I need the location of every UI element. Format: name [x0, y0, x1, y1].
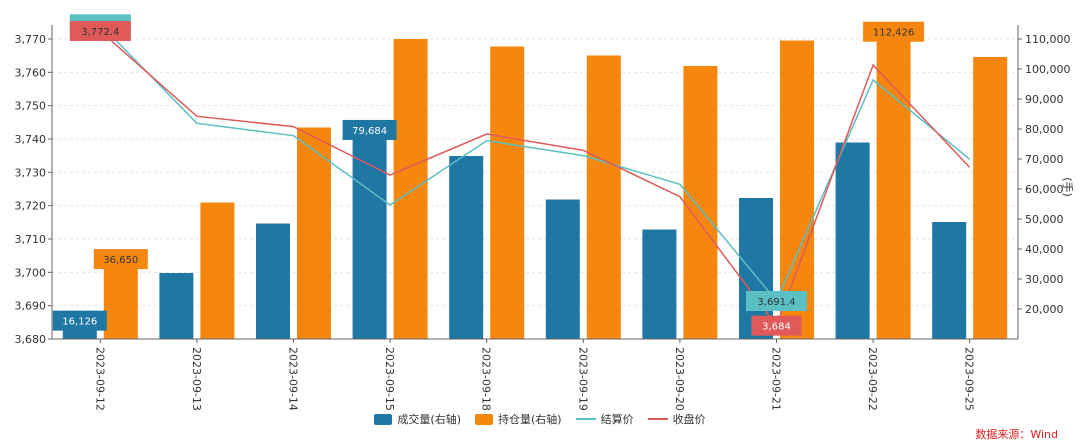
data-label: 3,684 — [762, 322, 791, 333]
volume-bar — [835, 142, 870, 339]
legend-item-open-interest[interactable]: 持仓量(右轴) — [475, 411, 562, 427]
legend-label-volume: 成交量(右轴) — [397, 413, 461, 426]
data-label: 112,426 — [873, 28, 914, 39]
open-interest-bar — [876, 31, 911, 340]
volume-bar — [739, 198, 773, 339]
legend-swatch-settlement — [575, 418, 596, 420]
open-interest-bar — [103, 259, 138, 339]
data-label: 16,126 — [62, 317, 97, 328]
open-interest-bar — [200, 202, 235, 339]
data-label-box — [69, 21, 131, 41]
legend-swatch-open-interest — [475, 413, 493, 425]
gridlines — [52, 38, 1018, 340]
x-tick-label: 2023-09-14 — [287, 347, 300, 410]
x-tick-label: 2023-09-19 — [576, 347, 589, 410]
y-right-tick-label: 110,000 — [1025, 33, 1071, 46]
volume-bar — [449, 156, 484, 339]
y-left-tick-label: 3,730 — [15, 166, 47, 179]
data-label-box — [93, 249, 148, 270]
y-right-tick-label: 90,000 — [1025, 93, 1064, 106]
y-left-tick-label: 3,760 — [15, 66, 47, 79]
volume-bar — [642, 229, 677, 339]
x-tick-label: 2023-09-15 — [383, 347, 396, 410]
legend-label-open-interest: 持仓量(右轴) — [498, 413, 562, 426]
data-label-box — [52, 310, 107, 331]
x-tick-label: 2023-09-21 — [770, 347, 783, 410]
data-label: 36,650 — [103, 255, 138, 266]
data-label-box — [751, 315, 802, 336]
volume-bar — [545, 199, 580, 339]
legend-item-settlement[interactable]: 结算价 — [575, 411, 634, 427]
y-right-tick-label: 30,000 — [1025, 273, 1064, 286]
chart-canvas: 3,680 3,690 3,700 3,710 3,720 3,730 3,740 3,750… — [15, 14, 1075, 410]
close-price-line — [99, 30, 971, 328]
data-labels-group: 16,12679,68436,650112,4263,774.43,691.43… — [52, 14, 925, 336]
data-source-note: 数据来源：Wind — [975, 428, 1058, 441]
open-interest-bar — [393, 39, 428, 339]
y-right-tick-label: 70,000 — [1025, 153, 1064, 166]
data-label-box — [342, 119, 397, 140]
y-right-tick-label: 20,000 — [1025, 303, 1064, 316]
open-interest-bar — [780, 40, 814, 339]
legend: 成交量(右轴) 持仓量(右轴) 结算价 收盘价 — [0, 411, 1080, 427]
x-tick-label: 2023-09-20 — [673, 347, 686, 410]
y-left-tick-label: 3,770 — [15, 33, 47, 46]
y-left-tick-label: 3,720 — [15, 200, 47, 213]
y-right-tick-label: 60,000 — [1025, 183, 1064, 196]
volume-bar — [932, 222, 967, 339]
legend-item-close[interactable]: 收盘价 — [647, 411, 706, 427]
y-right-axis-label: (手) — [1061, 177, 1075, 197]
data-label: 79,684 — [352, 126, 387, 137]
y-right-tick-label: 40,000 — [1025, 243, 1064, 256]
data-label-box — [746, 291, 807, 311]
y-left-tick-label: 3,710 — [15, 233, 47, 246]
y-left-tick-label: 3,750 — [15, 100, 47, 113]
x-tick-label: 2023-09-25 — [963, 347, 976, 410]
bars-group — [62, 31, 1008, 340]
open-interest-bar — [683, 66, 718, 339]
settlement-price-line — [99, 23, 971, 303]
open-interest-bar — [586, 55, 621, 339]
y-right-tick-label: 80,000 — [1025, 123, 1064, 136]
y-left-tick-label: 3,680 — [15, 333, 47, 346]
x-tick-label: 2023-09-18 — [480, 347, 493, 410]
legend-label-close: 收盘价 — [672, 413, 706, 426]
data-label: 3,691.4 — [757, 297, 795, 308]
axes-group: 3,680 3,690 3,700 3,710 3,720 3,730 3,740 3,750… — [15, 25, 1071, 410]
x-tick-label: 2023-09-22 — [866, 347, 879, 410]
y-right-tick-label: 100,000 — [1025, 63, 1071, 76]
open-interest-bar — [490, 46, 525, 339]
open-interest-bar — [973, 57, 1008, 339]
y-left-tick-label: 3,700 — [15, 266, 47, 279]
y-left-tick-label: 3,690 — [15, 300, 47, 313]
legend-item-volume[interactable]: 成交量(右轴) — [374, 411, 461, 427]
legend-swatch-close — [647, 418, 668, 420]
x-tick-label: 2023-09-13 — [190, 347, 203, 410]
legend-swatch-volume — [374, 413, 393, 425]
legend-label-settlement: 结算价 — [600, 413, 634, 426]
open-interest-bar — [297, 127, 331, 339]
data-label-box — [863, 21, 925, 42]
volume-bar — [352, 129, 387, 339]
lines-group — [99, 23, 971, 328]
y-right-tick-label: 50,000 — [1025, 213, 1064, 226]
volume-bar — [256, 223, 290, 339]
y-left-tick-label: 3,740 — [15, 133, 47, 146]
data-label: 3,772.4 — [81, 27, 119, 38]
x-tick-label: 2023-09-12 — [93, 347, 106, 410]
volume-bar — [159, 273, 194, 339]
